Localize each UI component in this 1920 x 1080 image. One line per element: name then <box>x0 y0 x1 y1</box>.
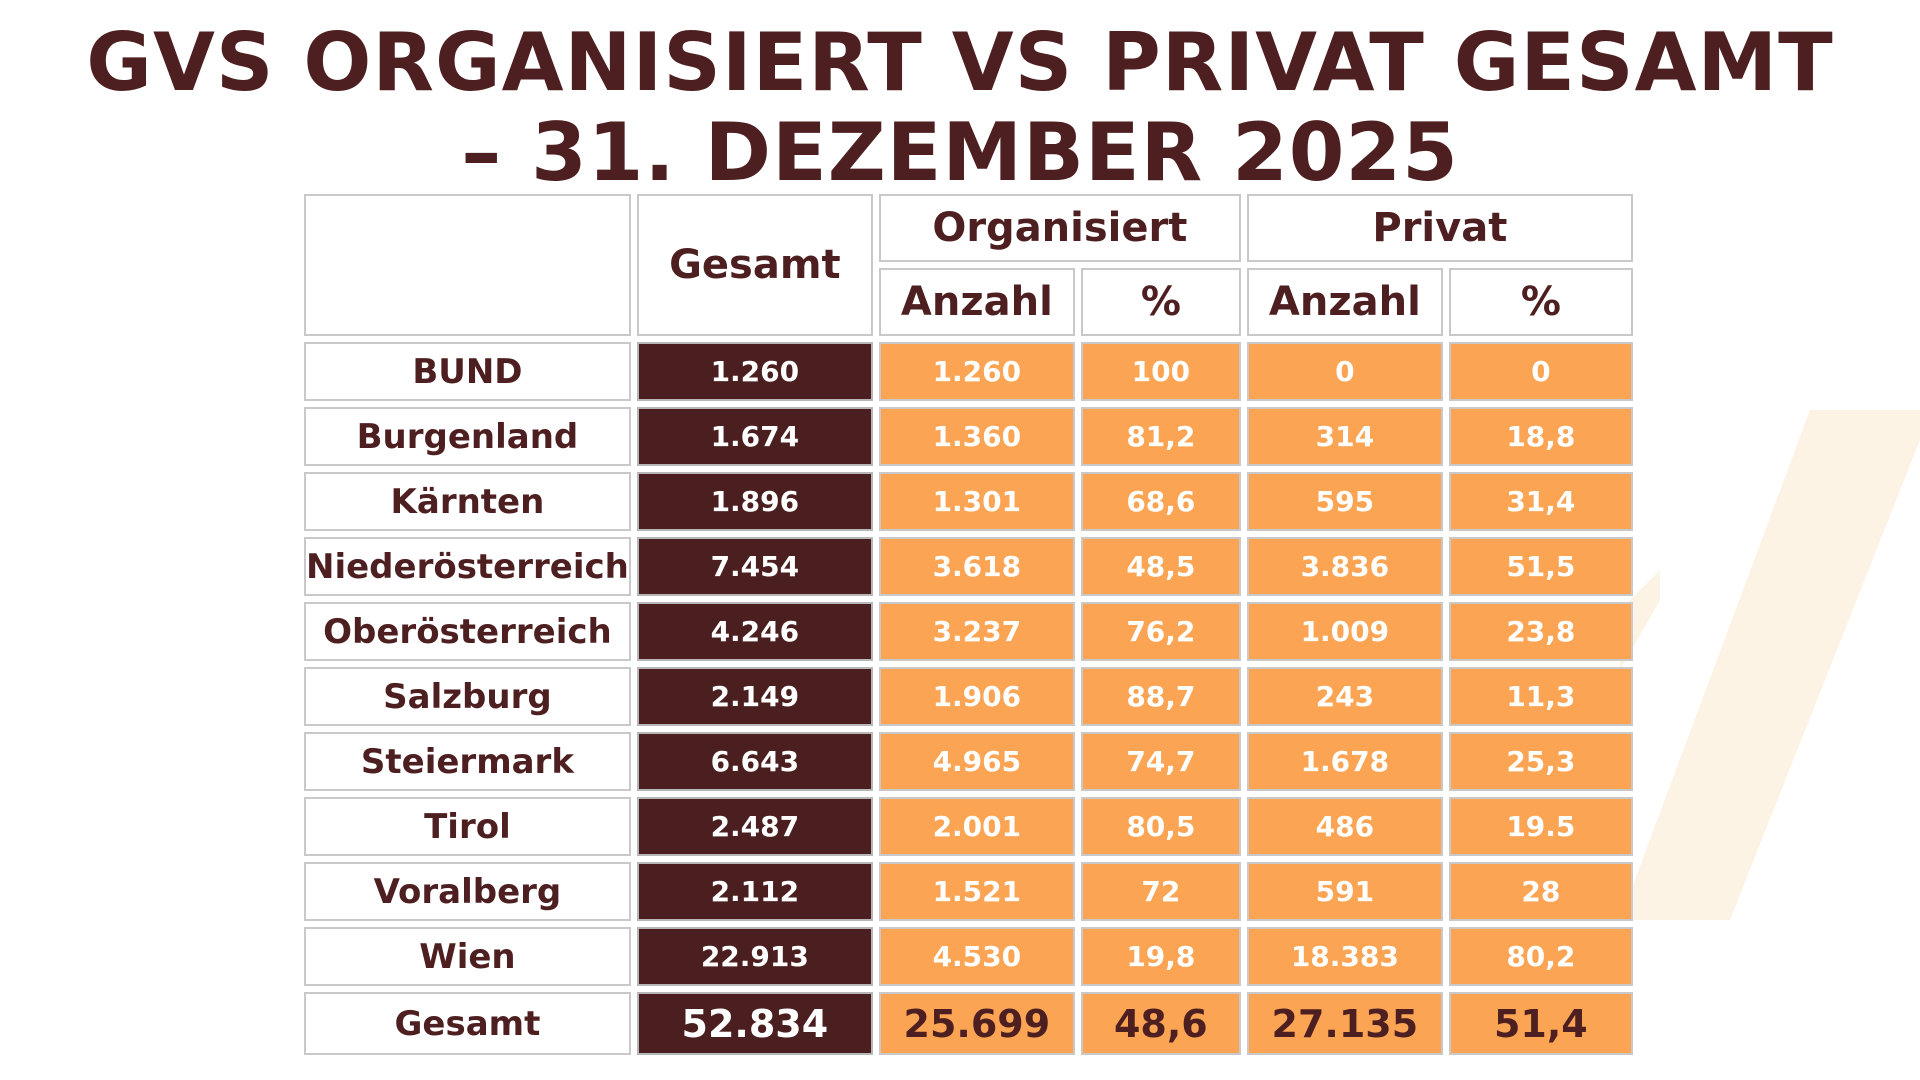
total-value: 1.674 <box>636 407 873 466</box>
privat-anzahl-value: 243 <box>1246 667 1443 726</box>
header-privat-percent: % <box>1448 268 1633 336</box>
total-privat-anzahl: 27.135 <box>1246 992 1443 1055</box>
organisiert-anzahl-value: 4.965 <box>878 732 1075 791</box>
privat-percent-value: 0 <box>1448 342 1633 401</box>
header-organisiert-anzahl: Anzahl <box>878 268 1075 336</box>
privat-anzahl-value: 3.836 <box>1246 537 1443 596</box>
region-name: Tirol <box>304 797 631 856</box>
privat-percent-value: 23,8 <box>1448 602 1633 661</box>
region-name: Niederösterreich <box>304 537 631 596</box>
privat-percent-value: 28 <box>1448 862 1633 921</box>
title-line-2: – 31. DEZEMBER 2025 <box>461 106 1459 199</box>
privat-anzahl-value: 591 <box>1246 862 1443 921</box>
organisiert-anzahl-value: 3.618 <box>878 537 1075 596</box>
table-row: Kärnten 1.896 1.301 68,6 595 31,4 <box>304 472 1633 531</box>
table-row: Salzburg 2.149 1.906 88,7 243 11,3 <box>304 667 1633 726</box>
total-organisiert-anzahl: 25.699 <box>878 992 1075 1055</box>
total-value: 2.149 <box>636 667 873 726</box>
organisiert-percent-value: 88,7 <box>1080 667 1241 726</box>
privat-percent-value: 31,4 <box>1448 472 1633 531</box>
region-name: Oberösterreich <box>304 602 631 661</box>
privat-percent-value: 25,3 <box>1448 732 1633 791</box>
table-row: Burgenland 1.674 1.360 81,2 314 18,8 <box>304 407 1633 466</box>
privat-percent-value: 51,5 <box>1448 537 1633 596</box>
table-row: Wien 22.913 4.530 19,8 18.383 80,2 <box>304 927 1633 986</box>
total-value: 2.487 <box>636 797 873 856</box>
privat-percent-value: 11,3 <box>1448 667 1633 726</box>
organisiert-anzahl-value: 1.360 <box>878 407 1075 466</box>
privat-anzahl-value: 1.678 <box>1246 732 1443 791</box>
header-gesamt: Gesamt <box>636 194 873 336</box>
organisiert-percent-value: 68,6 <box>1080 472 1241 531</box>
privat-anzahl-value: 18.383 <box>1246 927 1443 986</box>
total-row-label: Gesamt <box>304 992 631 1055</box>
privat-anzahl-value: 486 <box>1246 797 1443 856</box>
table-row: Tirol 2.487 2.001 80,5 486 19.5 <box>304 797 1633 856</box>
header-organisiert: Organisiert <box>878 194 1241 262</box>
total-value: 1.896 <box>636 472 873 531</box>
title-line-1: GVS ORGANISIERT VS PRIVAT GESAMT <box>86 16 1834 109</box>
total-value: 7.454 <box>636 537 873 596</box>
statistics-table: Gesamt Organisiert Privat Anzahl % Anzah… <box>298 188 1639 1061</box>
table-row: Oberösterreich 4.246 3.237 76,2 1.009 23… <box>304 602 1633 661</box>
table-row: BUND 1.260 1.260 100 0 0 <box>304 342 1633 401</box>
organisiert-anzahl-value: 1.260 <box>878 342 1075 401</box>
privat-anzahl-value: 0 <box>1246 342 1443 401</box>
organisiert-percent-value: 48,5 <box>1080 537 1241 596</box>
organisiert-percent-value: 76,2 <box>1080 602 1241 661</box>
background-slash-decoration <box>1620 410 1920 920</box>
privat-percent-value: 18,8 <box>1448 407 1633 466</box>
privat-percent-value: 19.5 <box>1448 797 1633 856</box>
region-name: Voralberg <box>304 862 631 921</box>
header-organisiert-percent: % <box>1080 268 1241 336</box>
organisiert-anzahl-value: 1.521 <box>878 862 1075 921</box>
table-total-row: Gesamt 52.834 25.699 48,6 27.135 51,4 <box>304 992 1633 1055</box>
privat-anzahl-value: 1.009 <box>1246 602 1443 661</box>
region-name: Steiermark <box>304 732 631 791</box>
organisiert-anzahl-value: 1.906 <box>878 667 1075 726</box>
grand-total-value: 52.834 <box>636 992 873 1055</box>
organisiert-anzahl-value: 2.001 <box>878 797 1075 856</box>
region-name: Wien <box>304 927 631 986</box>
privat-percent-value: 80,2 <box>1448 927 1633 986</box>
region-name: Burgenland <box>304 407 631 466</box>
organisiert-percent-value: 19,8 <box>1080 927 1241 986</box>
total-privat-percent: 51,4 <box>1448 992 1633 1055</box>
privat-anzahl-value: 595 <box>1246 472 1443 531</box>
total-value: 2.112 <box>636 862 873 921</box>
page-title: GVS ORGANISIERT VS PRIVAT GESAMT – 31. D… <box>0 18 1920 198</box>
organisiert-percent-value: 72 <box>1080 862 1241 921</box>
header-empty-corner <box>304 194 631 336</box>
organisiert-percent-value: 81,2 <box>1080 407 1241 466</box>
region-name: BUND <box>304 342 631 401</box>
total-value: 1.260 <box>636 342 873 401</box>
organisiert-percent-value: 74,7 <box>1080 732 1241 791</box>
organisiert-anzahl-value: 3.237 <box>878 602 1075 661</box>
header-privat-anzahl: Anzahl <box>1246 268 1443 336</box>
total-value: 22.913 <box>636 927 873 986</box>
table-row: Steiermark 6.643 4.965 74,7 1.678 25,3 <box>304 732 1633 791</box>
organisiert-percent-value: 80,5 <box>1080 797 1241 856</box>
region-name: Salzburg <box>304 667 631 726</box>
total-value: 6.643 <box>636 732 873 791</box>
organisiert-percent-value: 100 <box>1080 342 1241 401</box>
header-privat: Privat <box>1246 194 1633 262</box>
total-organisiert-percent: 48,6 <box>1080 992 1241 1055</box>
privat-anzahl-value: 314 <box>1246 407 1443 466</box>
region-name: Kärnten <box>304 472 631 531</box>
organisiert-anzahl-value: 4.530 <box>878 927 1075 986</box>
organisiert-anzahl-value: 1.301 <box>878 472 1075 531</box>
table-row: Niederösterreich 7.454 3.618 48,5 3.836 … <box>304 537 1633 596</box>
total-value: 4.246 <box>636 602 873 661</box>
table-row: Voralberg 2.112 1.521 72 591 28 <box>304 862 1633 921</box>
